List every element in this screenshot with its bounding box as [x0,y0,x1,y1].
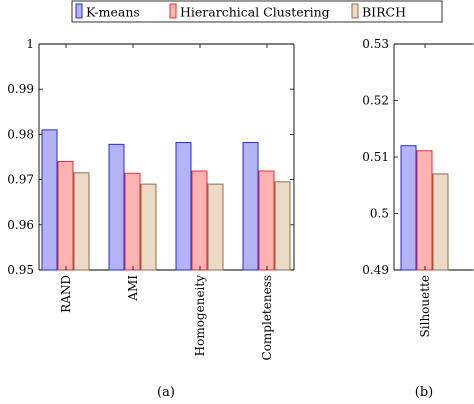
bar-silhouette-hierarchical-clustering [416,150,433,271]
legend-swatch [351,3,359,19]
legend-item-0: K-means [75,3,140,20]
y-tick-label: 0.95 [7,263,34,277]
legend: K-means Hierarchical Clustering BIRCH [71,0,443,23]
x-tick-label: RAND [59,275,73,313]
y-tick-label: 0.51 [362,150,389,164]
legend-label: BIRCH [362,5,406,20]
bar-ami-birch [140,183,157,271]
legend-item-1: Hierarchical Clustering [169,3,330,20]
bar-completeness-hierarchical-clustering [258,170,275,271]
x-tick-label: Silhouette [418,275,432,337]
bar-ami-hierarchical-clustering [124,172,141,271]
plot-b: 0.49 0.5 0.51 0.52 0.53 Silhouette (b) [362,37,474,400]
bar-completeness-k-means [242,142,259,271]
x-tick-label: AMI [126,275,140,302]
bar-homogeneity-birch [207,183,224,271]
bar-rand-k-means [41,129,58,271]
subfigure-caption: (b) [415,385,433,400]
y-tick-label: 0.97 [7,173,34,187]
bar-rand-hierarchical-clustering [57,161,74,271]
y-tick-label: 1 [26,37,34,51]
legend-box [71,0,443,23]
legend-label: K-means [86,5,140,20]
y-tick-label: 0.53 [362,37,389,51]
subfigure-caption: (a) [157,385,175,400]
bar-homogeneity-k-means [175,142,192,271]
bar-ami-k-means [108,143,125,271]
bar-homogeneity-hierarchical-clustering [191,170,208,271]
y-tick-label: 0.99 [7,82,34,96]
legend-item-2: BIRCH [351,3,406,20]
x-tick-label: Completeness [260,275,274,360]
x-tick-label: Homogeneity [193,275,207,357]
bar-silhouette-birch [432,173,449,271]
bar-completeness-birch [274,181,291,271]
legend-swatch [169,3,177,19]
y-tick-label: 0.96 [7,218,34,232]
bar-rand-birch [73,172,90,271]
y-tick-label: 0.5 [370,207,389,221]
legend-label: Hierarchical Clustering [180,5,330,20]
y-tick-label: 0.49 [362,263,389,277]
legend-swatch [75,3,83,19]
bar-silhouette-k-means [400,145,417,271]
y-tick-label: 0.52 [362,94,389,108]
y-tick-label: 0.98 [7,127,34,141]
plot-a: 0.95 0.96 0.97 0.98 0.99 1 RAND AMI Homogeneity C… [7,37,295,400]
